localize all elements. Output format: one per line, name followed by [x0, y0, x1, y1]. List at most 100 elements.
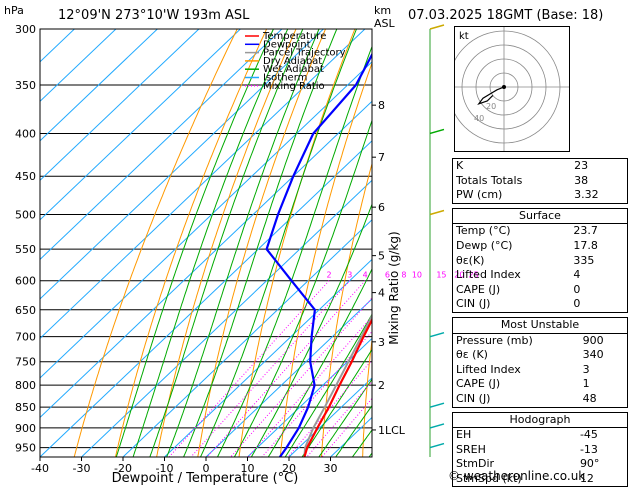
- wind-barb: [430, 403, 444, 407]
- index-row: EH-45: [453, 428, 621, 443]
- km-tick-label: 6: [378, 201, 385, 214]
- wind-barb: [430, 129, 444, 133]
- mixing-ratio-label: 3: [347, 271, 352, 280]
- km-tick-label: 2: [378, 379, 385, 392]
- pressure-tick-label: 500: [15, 208, 36, 221]
- pressure-tick-label: 350: [15, 79, 36, 92]
- index-label: PW (cm): [453, 188, 571, 203]
- index-label: Totals Totals: [453, 174, 571, 189]
- index-value: 0: [570, 297, 621, 312]
- index-value: 23.7: [570, 224, 621, 239]
- index-label: Dewp (°C): [453, 239, 570, 254]
- index-row: CAPE (J)1: [453, 377, 621, 392]
- km-tick-label: 3: [378, 336, 385, 349]
- index-label: CAPE (J): [453, 377, 580, 392]
- mixing-ratio-label: 4: [363, 271, 368, 280]
- hodograph-box-title: Hodograph: [453, 413, 627, 429]
- index-label: Temp (°C): [453, 224, 570, 239]
- km-tick-label: 4: [378, 287, 385, 300]
- index-row: Temp (°C)23.7: [453, 224, 621, 239]
- index-value: 1: [580, 377, 621, 392]
- isotherm-line: [0, 29, 282, 457]
- pressure-tick-label: 300: [15, 23, 36, 36]
- pressure-tick-label: 900: [15, 422, 36, 435]
- datetime-title: 07.03.2025 18GMT (Base: 18): [408, 8, 603, 23]
- wind-barb: [430, 25, 444, 29]
- index-row: θε (K)340: [453, 348, 621, 363]
- pressure-tick-label: 400: [15, 127, 36, 140]
- index-label: θε(K): [453, 254, 570, 269]
- index-label: EH: [453, 428, 577, 443]
- index-row: Dewp (°C)17.8: [453, 239, 621, 254]
- mixing-ratio-label: 15: [436, 271, 446, 280]
- index-value: 38: [571, 174, 621, 189]
- index-row: SREH-13: [453, 443, 621, 458]
- pressure-tick-label: 450: [15, 170, 36, 183]
- mixing-ratio-label: 8: [401, 271, 406, 280]
- wind-barbs: [430, 25, 444, 457]
- x-tick-label: 30: [324, 462, 338, 475]
- km-tick-label: 1LCL: [378, 424, 406, 437]
- pressure-tick-label: 550: [15, 243, 36, 256]
- hpa-unit-label: hPa: [4, 4, 24, 17]
- pressure-tick-label: 750: [15, 356, 36, 369]
- pressure-tick-label: 950: [15, 442, 36, 455]
- location-title: 12°09'N 273°10'W 193m ASL: [58, 8, 250, 23]
- dewpoint-line: [267, 29, 386, 457]
- index-label: CIN (J): [453, 297, 570, 312]
- asl-unit-label: ASL: [374, 17, 396, 30]
- index-value: 335: [570, 254, 621, 269]
- index-value: -45: [577, 428, 621, 443]
- pressure-tick-label: 800: [15, 379, 36, 392]
- mixing-ratio-label: 10: [412, 271, 422, 280]
- isotherm-line: [0, 29, 406, 457]
- index-value: 3: [580, 363, 621, 378]
- km-tick-label: 7: [378, 151, 385, 164]
- isotherm-line: [0, 29, 74, 457]
- surface-title: Surface: [453, 209, 627, 225]
- pressure-tick-label: 700: [15, 331, 36, 344]
- index-row: CAPE (J)0: [453, 283, 621, 298]
- index-label: Lifted Index: [453, 268, 570, 283]
- index-value: 340: [580, 348, 621, 363]
- index-value: 900: [580, 334, 621, 349]
- pressure-tick-label: 650: [15, 304, 36, 317]
- index-label: SREH: [453, 443, 577, 458]
- wet-adiabat-line: [167, 29, 319, 457]
- copyright-footer[interactable]: © weatheronline.co.uk: [448, 469, 585, 483]
- index-label: θε (K): [453, 348, 580, 363]
- index-row: CIN (J)0: [453, 297, 621, 312]
- wind-barb: [430, 444, 444, 448]
- mixing-ratio-axis-label: Mixing Ratio (g/kg): [387, 231, 401, 344]
- isotherm-line: [0, 29, 365, 457]
- pressure-tick-label: 850: [15, 401, 36, 414]
- x-axis-label: Dewpoint / Temperature (°C): [112, 471, 299, 486]
- index-row: CIN (J)48: [453, 392, 621, 407]
- index-value: -13: [577, 443, 621, 458]
- index-value: 3.32: [571, 188, 621, 203]
- index-value: 17.8: [570, 239, 621, 254]
- km-unit-label: km: [374, 4, 391, 17]
- index-value: 0: [570, 283, 621, 298]
- x-tick-label: -30: [73, 462, 91, 475]
- index-label: K: [453, 159, 571, 174]
- wind-barb: [430, 424, 444, 428]
- index-value: 23: [571, 159, 621, 174]
- wind-barb: [430, 333, 444, 337]
- wet-adiabat-line: [251, 29, 433, 457]
- x-tick-label: -40: [31, 462, 49, 475]
- legend-label: Mixing Ratio: [263, 81, 325, 92]
- index-label: CIN (J): [453, 392, 580, 407]
- wind-barb: [430, 210, 444, 214]
